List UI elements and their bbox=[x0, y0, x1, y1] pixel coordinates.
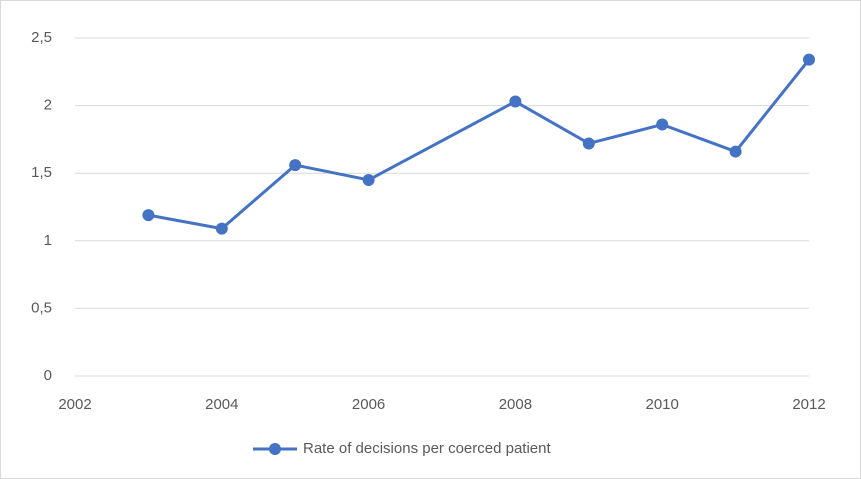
data-point bbox=[656, 118, 669, 131]
data-point bbox=[289, 159, 302, 172]
data-point bbox=[803, 53, 815, 66]
y-tick-label: 1 bbox=[44, 232, 52, 249]
data-point bbox=[582, 137, 595, 150]
data-point bbox=[215, 222, 228, 235]
y-tick-label: 1,5 bbox=[31, 164, 52, 181]
data-point bbox=[142, 209, 155, 222]
data-point bbox=[509, 95, 522, 108]
x-tick-label: 2002 bbox=[58, 396, 91, 413]
data-point bbox=[729, 145, 742, 158]
y-tick-label: 2,5 bbox=[31, 29, 52, 46]
x-tick-label: 2004 bbox=[205, 396, 238, 413]
data-point bbox=[362, 173, 375, 186]
y-tick-label: 0,5 bbox=[31, 299, 52, 316]
legend-marker bbox=[269, 443, 281, 455]
x-tick-label: 2010 bbox=[646, 396, 679, 413]
x-tick-label: 2008 bbox=[499, 396, 532, 413]
y-tick-label: 0 bbox=[44, 367, 52, 384]
legend-label: Rate of decisions per coerced patient bbox=[303, 440, 551, 457]
y-tick-label: 2 bbox=[44, 97, 52, 114]
x-tick-label: 2006 bbox=[352, 396, 385, 413]
x-tick-label: 2012 bbox=[792, 396, 825, 413]
